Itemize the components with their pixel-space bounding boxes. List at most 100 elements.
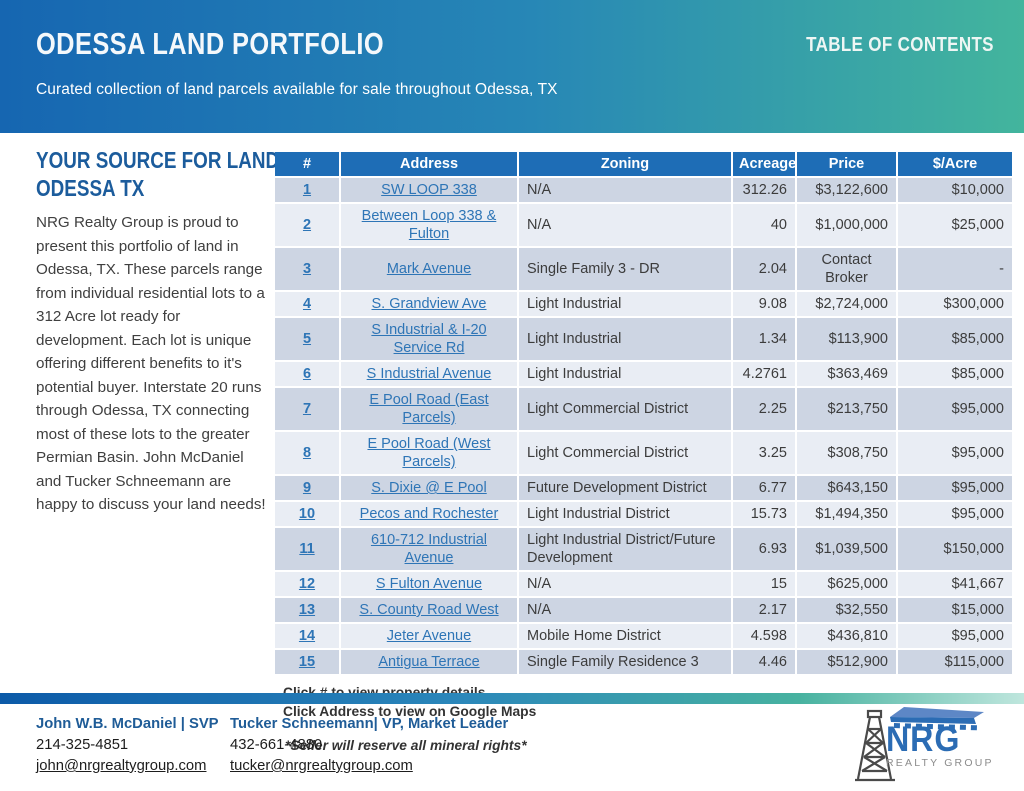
acreage-cell: 6.93 [733,528,795,570]
contact-email-link[interactable]: tucker@nrgrealtygroup.com [230,758,413,774]
address-link[interactable]: Pecos and Rochester [359,506,499,522]
zoning-cell: Single Family Residence 3 [519,650,731,674]
price-cell: $1,000,000 [797,204,896,246]
row-number-link[interactable]: 15 [298,654,316,670]
zoning-cell: Single Family 3 - DR [519,248,731,290]
price-per-acre-cell: $300,000 [898,292,1012,316]
acreage-cell: 40 [733,204,795,246]
acreage-cell: 4.2761 [733,362,795,386]
zoning-cell: Light Industrial [519,292,731,316]
address-link[interactable]: S. Grandview Ave [371,296,487,312]
row-number-link[interactable]: 11 [299,541,315,557]
sidebar-heading-line-2: ODESSA TX [36,175,145,201]
logo-text-block: NRG REALTY GROUP [886,705,992,769]
acreage-cell: 15.73 [733,502,795,526]
col-header-address: Address [341,152,517,176]
address-link[interactable]: SW LOOP 338 [381,182,477,198]
acreage-cell: 6.77 [733,476,795,500]
footer-divider-bar [0,693,1024,704]
price-per-acre-cell: $85,000 [898,318,1012,360]
address-link[interactable]: S Industrial Avenue [366,366,492,382]
address-link[interactable]: S Fulton Avenue [375,576,483,592]
zoning-cell: N/A [519,204,731,246]
acreage-cell: 9.08 [733,292,795,316]
row-number-link[interactable]: 7 [302,401,312,417]
price-per-acre-cell: $95,000 [898,388,1012,430]
price-cell: $436,810 [797,624,896,648]
row-number-link[interactable]: 9 [302,480,312,496]
table-row: 8 E Pool Road (West Parcels) Light Comme… [275,432,1012,474]
address-link[interactable]: S. Dixie @ E Pool [371,480,487,496]
price-cell: $625,000 [797,572,896,596]
page-subtitle: Curated collection of land parcels avail… [36,81,558,98]
price-cell: $512,900 [797,650,896,674]
zoning-cell: N/A [519,598,731,622]
row-number-link[interactable]: 3 [302,261,312,277]
table-row: 14 Jeter Avenue Mobile Home District 4.5… [275,624,1012,648]
contact-email-link[interactable]: john@nrgrealtygroup.com [36,758,207,774]
table-row: 6 S Industrial Avenue Light Industrial 4… [275,362,1012,386]
price-per-acre-cell: $15,000 [898,598,1012,622]
table-row: 12 S Fulton Avenue N/A 15 $625,000 $41,6… [275,572,1012,596]
price-cell: $308,750 [797,432,896,474]
row-number-link[interactable]: 13 [298,602,316,618]
acreage-cell: 15 [733,572,795,596]
row-number-link[interactable]: 1 [302,182,312,198]
price-cell: $1,039,500 [797,528,896,570]
zoning-cell: Light Commercial District [519,432,731,474]
price-per-acre-cell: $95,000 [898,476,1012,500]
table-row: 5 S Industrial & I-20 Service Rd Light I… [275,318,1012,360]
col-header-acreage: Acreage [733,152,796,176]
address-link[interactable]: Antigua Terrace [378,654,480,670]
sidebar-paragraph: NRG Realty Group is proud to present thi… [36,214,266,513]
price-cell: $363,469 [797,362,896,386]
address-link[interactable]: E Pool Road (East Parcels) [369,392,489,426]
note-address-link: Click Address to view on Google Maps [283,704,537,719]
zoning-cell: Light Commercial District [519,388,731,430]
col-header-per-acre: $/Acre [898,152,1012,176]
table-row: 1 SW LOOP 338 N/A 312.26 $3,122,600 $10,… [275,178,1012,202]
address-link[interactable]: S. County Road West [359,602,499,618]
address-link[interactable]: Jeter Avenue [386,628,472,644]
contact-phone: 432-661-4880 [230,737,323,753]
row-number-link[interactable]: 5 [302,331,312,347]
acreage-cell: 3.25 [733,432,795,474]
table-row: 10 Pecos and Rochester Light Industrial … [275,502,1012,526]
col-header-number: # [275,152,339,176]
address-link[interactable]: E Pool Road (West Parcels) [367,436,491,470]
parcel-table-section: # Address Zoning Acreage Price $/Acre 1 … [273,150,1018,753]
price-per-acre-cell: $95,000 [898,432,1012,474]
row-number-link[interactable]: 2 [302,217,312,233]
address-link[interactable]: S Industrial & I-20 Service Rd [371,322,487,356]
address-link[interactable]: Between Loop 338 & Fulton [361,208,497,242]
address-link[interactable]: 610-712 Industrial Avenue [370,532,488,566]
price-cell: $643,150 [797,476,896,500]
price-per-acre-cell: $85,000 [898,362,1012,386]
address-link[interactable]: Mark Avenue [386,261,472,277]
price-per-acre-cell: $41,667 [898,572,1012,596]
row-number-link[interactable]: 14 [298,628,316,644]
row-number-link[interactable]: 12 [298,576,316,592]
row-number-link[interactable]: 8 [302,445,312,461]
price-per-acre-cell: $95,000 [898,502,1012,526]
logo-nrg-text: NRG [886,720,961,759]
row-number-link[interactable]: 4 [302,296,312,312]
price-cell: $1,494,350 [797,502,896,526]
row-number-link[interactable]: 6 [302,366,312,382]
price-cell: $2,724,000 [797,292,896,316]
col-header-zoning: Zoning [519,152,731,176]
price-per-acre-cell: $95,000 [898,624,1012,648]
price-cell: $3,122,600 [797,178,896,202]
price-cell: $213,750 [797,388,896,430]
sidebar-heading-line-1: YOUR SOURCE FOR LAND IN [36,147,304,173]
footer-contacts: John W.B. McDaniel | SVP 214-325-4851 jo… [36,714,508,777]
table-row: 7 E Pool Road (East Parcels) Light Comme… [275,388,1012,430]
price-cell: $113,900 [797,318,896,360]
price-cell: $32,550 [797,598,896,622]
acreage-cell: 2.04 [733,248,795,290]
table-row: 4 S. Grandview Ave Light Industrial 9.08… [275,292,1012,316]
zoning-cell: Light Industrial District [519,502,731,526]
row-number-link[interactable]: 10 [298,506,316,522]
zoning-cell: Light Industrial District/Future Develop… [519,528,731,570]
